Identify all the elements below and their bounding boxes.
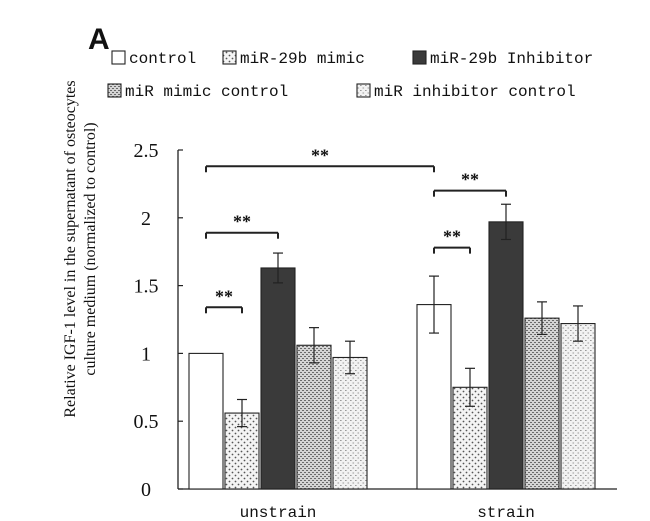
legend-swatch [412,50,427,65]
significance-label: ** [443,227,461,247]
bar [224,412,260,490]
significance-label: ** [233,212,251,232]
bar [416,304,452,490]
x-tick-label: unstrain [240,504,317,521]
legend-swatch [111,50,126,65]
significance-label: ** [461,170,479,190]
y-tick-label: 2 [141,208,151,230]
y-tick-label: 0 [141,479,151,501]
bar [488,221,524,490]
legend-label: miR-29b mimic [240,50,365,68]
legend-swatch [222,50,237,65]
bar [260,267,296,490]
significance-label: ** [215,286,233,306]
legend-swatch [107,83,122,98]
legend-swatch [356,83,371,98]
bar [188,352,224,490]
legend: control miR-29b mimic miR-29b Inhibitor miR… [107,50,593,101]
bar [332,356,368,490]
legend-label: miR-29b Inhibitor [430,50,593,68]
panel-label: A [88,23,110,56]
bars [188,203,596,490]
y-axis-label-line-1: Relative IGF-1 level in the supernatant … [62,80,79,417]
x-tick-label: strain [477,504,535,521]
y-tick-label: 1.5 [134,276,159,298]
y-tick-label: 0.5 [134,411,159,433]
legend-label: miR inhibitor control [374,83,576,101]
y-tick-label: 2.5 [134,140,159,162]
significance-label: ** [311,145,329,165]
y-tick-label: 1 [141,343,151,365]
legend-label: control [129,50,196,68]
significance-brackets: ** ** ** ** ** [205,145,507,314]
legend-label: miR mimic control [125,83,288,101]
bar [296,344,332,490]
y-axis-label-line-2: culture medium (normalized to control) [82,122,99,375]
bar [560,323,596,490]
bar [524,317,560,490]
axes: 0 0.5 1 1.5 2 2.5 unstrain strain [134,140,617,521]
